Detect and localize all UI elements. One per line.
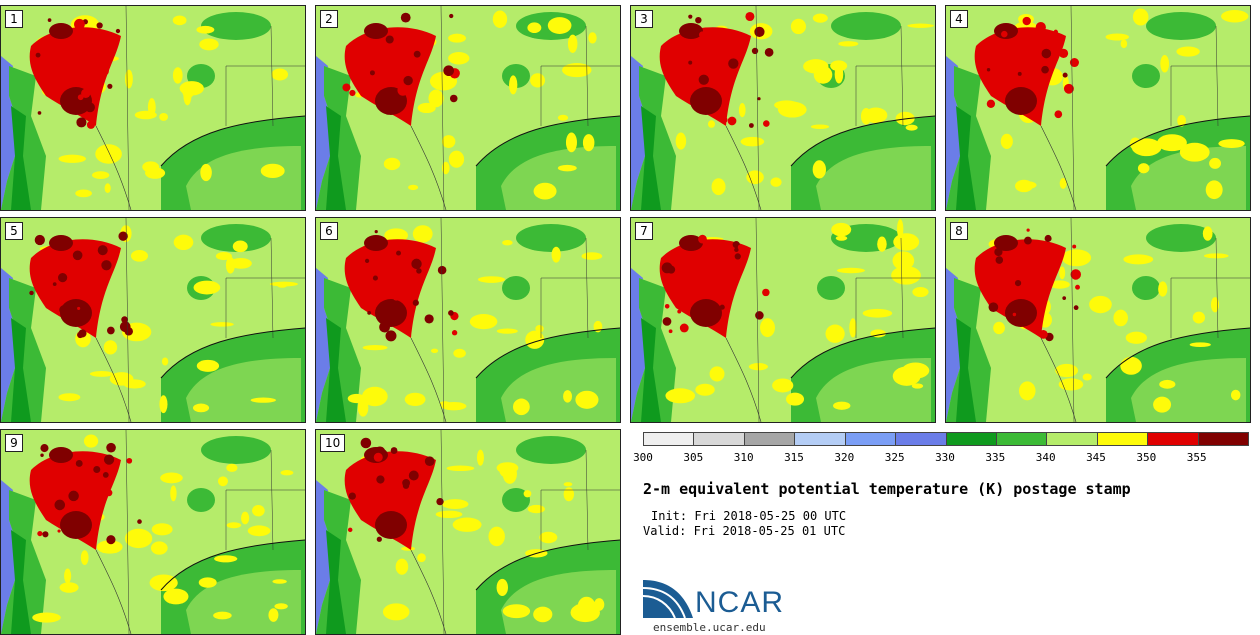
field-map	[316, 218, 620, 422]
field-map	[631, 6, 935, 210]
stamp-panel-3: 3	[630, 5, 936, 211]
colorbar-swatch	[896, 433, 947, 445]
stamp-panel-7: 7	[630, 217, 936, 423]
colorbar-tick-label: 310	[733, 451, 754, 464]
colorbar-swatch	[946, 433, 997, 445]
colorbar-tick-label: 340	[1035, 451, 1056, 464]
colorbar-swatch	[644, 433, 695, 445]
field-map	[1, 6, 305, 210]
stamp-panel-4: 4	[945, 5, 1251, 211]
colorbar-tick-label: 330	[935, 451, 955, 464]
colorbar-swatch	[694, 433, 745, 445]
stamp-panel-1: 1	[0, 5, 306, 211]
colorbar-tick-label: 300	[633, 451, 653, 464]
colorbar-swatch	[744, 433, 796, 445]
colorbar-swatch	[1198, 433, 1249, 445]
field-map	[946, 218, 1250, 422]
stamp-panel-9: 9	[0, 429, 306, 635]
field-map	[631, 218, 935, 422]
colorbar	[643, 432, 1249, 446]
field-map	[946, 6, 1250, 210]
member-label: 7	[635, 222, 653, 240]
colorbar-tick-label: 355	[1186, 451, 1207, 464]
member-label: 5	[5, 222, 23, 240]
colorbar-tick-label: 325	[884, 451, 905, 464]
member-label: 1	[5, 10, 23, 28]
stamp-panel-2: 2	[315, 5, 621, 211]
member-label: 4	[950, 10, 968, 28]
colorbar-swatch	[1097, 433, 1149, 445]
colorbar-swatch	[795, 433, 846, 445]
colorbar-tick-label: 305	[683, 451, 704, 464]
colorbar-tick-label: 315	[784, 451, 804, 464]
stamp-panel-5: 5	[0, 217, 306, 423]
colorbar-swatch	[845, 433, 897, 445]
member-label: 8	[950, 222, 968, 240]
colorbar-tick-label: 320	[834, 451, 855, 464]
member-label: 2	[320, 10, 338, 28]
field-map	[316, 430, 620, 634]
field-map	[316, 6, 620, 210]
member-label: 3	[635, 10, 653, 28]
colorbar-swatch	[996, 433, 1048, 445]
ncar-logo-icon	[643, 580, 693, 619]
valid-time: Valid: Fri 2018-05-25 01 UTC	[643, 524, 846, 538]
colorbar-swatch	[1148, 433, 1199, 445]
field-map	[1, 430, 305, 634]
site-url: ensemble.ucar.edu	[653, 621, 766, 634]
colorbar-tick-label: 350	[1136, 451, 1157, 464]
member-label: 6	[320, 222, 338, 240]
colorbar-tick-label: 335	[985, 451, 1006, 464]
logo-wordmark: NCAR	[695, 586, 785, 619]
stamp-panel-10: 10	[315, 429, 621, 635]
init-time: Init: Fri 2018-05-25 00 UTC	[651, 509, 847, 523]
colorbar-swatch	[1047, 433, 1098, 445]
member-label: 9	[5, 434, 23, 452]
member-label: 10	[320, 434, 346, 452]
stamp-panel-8: 8	[945, 217, 1251, 423]
stamp-panel-6: 6	[315, 217, 621, 423]
colorbar-tick-label: 345	[1086, 451, 1106, 464]
plot-title: 2-m equivalent potential temperature (K)…	[643, 480, 1131, 498]
field-map	[1, 218, 305, 422]
